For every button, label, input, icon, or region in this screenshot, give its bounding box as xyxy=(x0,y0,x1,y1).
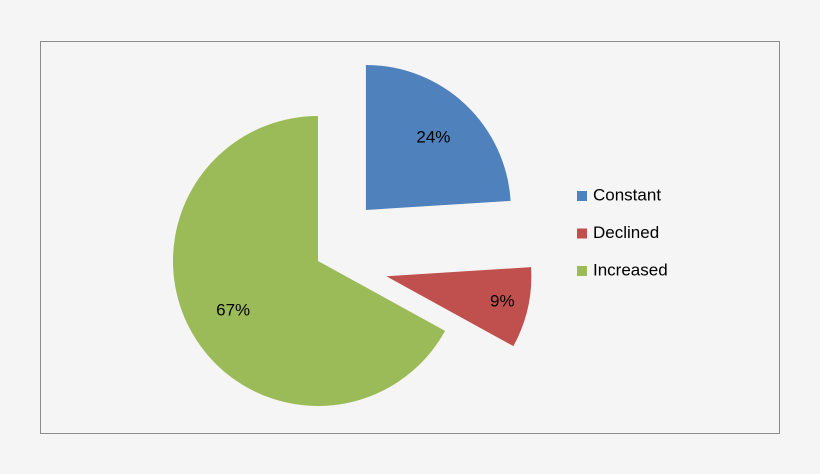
legend-label: Constant xyxy=(593,185,661,204)
legend-swatch xyxy=(577,228,587,239)
legend-label: Increased xyxy=(593,260,668,279)
pie-slice xyxy=(173,115,446,407)
legend-swatch xyxy=(577,266,587,276)
pie-slice xyxy=(386,267,532,347)
legend-label: Declined xyxy=(593,223,659,242)
data-label: 67% xyxy=(216,301,250,320)
pie-slice xyxy=(365,64,511,210)
data-label: 9% xyxy=(490,292,515,311)
legend-swatch xyxy=(577,191,587,201)
data-label: 24% xyxy=(416,128,450,147)
